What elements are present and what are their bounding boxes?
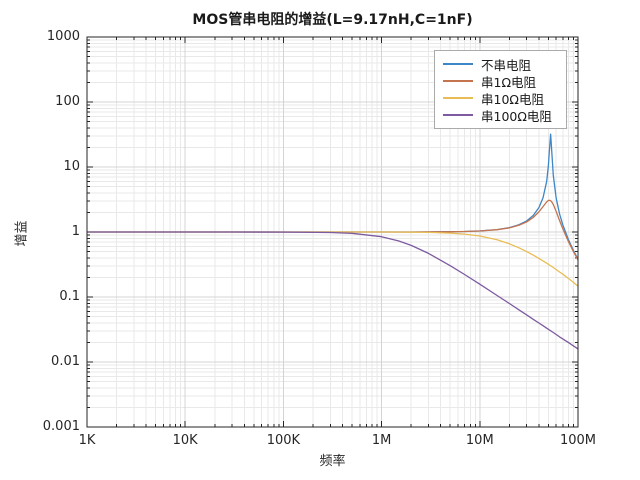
series-line-3 bbox=[87, 231, 578, 350]
legend-label: 串100Ω电阻 bbox=[481, 108, 552, 124]
legend-line-swatch bbox=[443, 63, 473, 65]
legend-label: 不串电阻 bbox=[481, 57, 532, 73]
series-line-2 bbox=[87, 231, 578, 287]
chart-title: MOS管串电阻的增益(L=9.17nH,C=1nF) bbox=[192, 12, 473, 28]
legend: 不串电阻 串1Ω电阻 串10Ω电阻 串100Ω电阻 bbox=[434, 50, 567, 129]
x-tick-label: 10M bbox=[465, 433, 494, 448]
y-tick-label: 100 bbox=[55, 94, 80, 109]
x-axis-label: 频率 bbox=[319, 454, 346, 469]
x-tick-label: 1M bbox=[371, 433, 392, 448]
y-tick-label: 0.001 bbox=[42, 419, 80, 434]
legend-line-swatch bbox=[443, 80, 473, 82]
y-tick-label: 1 bbox=[71, 224, 80, 239]
legend-item-2: 串10Ω电阻 bbox=[443, 90, 560, 107]
legend-line-swatch bbox=[443, 114, 473, 116]
legend-item-0: 不串电阻 bbox=[443, 56, 560, 73]
legend-line-swatch bbox=[443, 97, 473, 99]
legend-label: 串1Ω电阻 bbox=[481, 74, 537, 90]
y-tick-label: 1000 bbox=[46, 29, 80, 44]
x-tick-label: 100K bbox=[266, 433, 301, 448]
legend-item-3: 串100Ω电阻 bbox=[443, 107, 560, 124]
series-line-1 bbox=[87, 199, 578, 261]
axes-box bbox=[86, 36, 579, 428]
x-tick-label: 1K bbox=[78, 433, 96, 448]
y-tick-label: 0.01 bbox=[51, 354, 80, 369]
legend-item-1: 串1Ω电阻 bbox=[443, 73, 560, 90]
series-line-0 bbox=[87, 133, 578, 260]
x-tick-label: 10K bbox=[172, 433, 198, 448]
x-tick-label: 100M bbox=[559, 433, 597, 448]
legend-label: 串10Ω电阻 bbox=[481, 91, 544, 107]
y-tick-label: 10 bbox=[63, 159, 80, 174]
y-tick-label: 0.1 bbox=[59, 289, 80, 304]
